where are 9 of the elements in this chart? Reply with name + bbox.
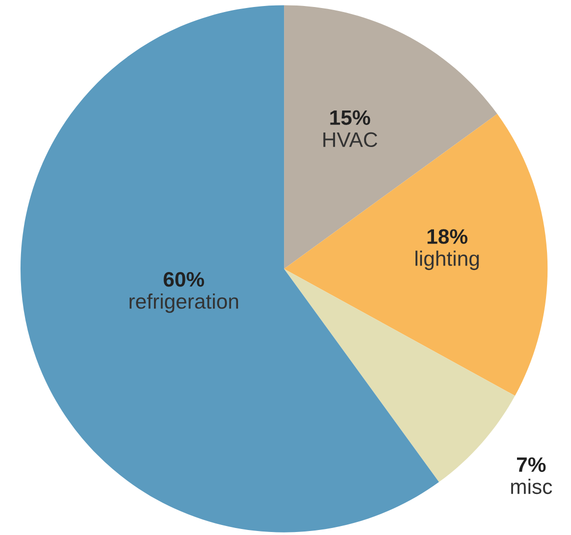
slice-label: refrigeration (130, 293, 238, 313)
slice-label: misc (511, 478, 552, 494)
pie-slice (284, 5, 498, 269)
data-label: 60% (164, 272, 204, 287)
slice-label: HVAC (323, 132, 378, 148)
data-label: 15% (330, 110, 370, 126)
slice-label: lighting (416, 250, 479, 270)
data-label: 18% (428, 229, 468, 244)
data-label: 7% (517, 457, 546, 472)
